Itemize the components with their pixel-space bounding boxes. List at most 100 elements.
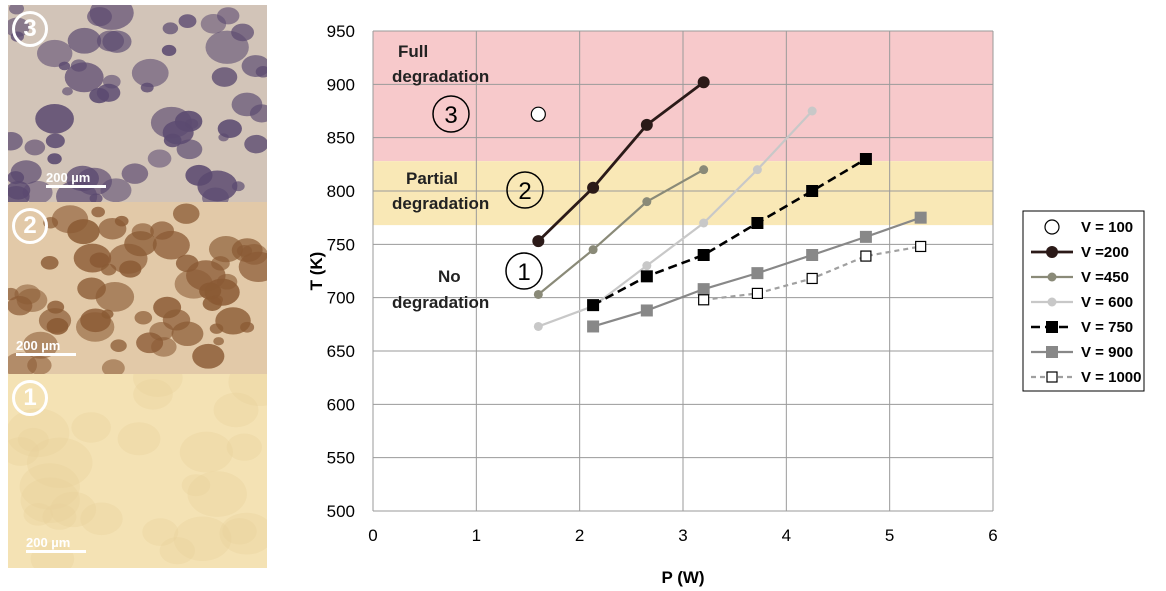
- y-tick-label: 800: [327, 182, 355, 201]
- data-point: [859, 230, 872, 243]
- micrograph-blob: [202, 187, 229, 202]
- data-point: [697, 76, 710, 89]
- micrograph-blob: [101, 359, 125, 374]
- series-line: [592, 157, 867, 307]
- data-point: [698, 294, 710, 306]
- data-point: [914, 211, 927, 224]
- scale-bar-label: 200 µm: [26, 535, 71, 550]
- x-tick-label: 3: [678, 526, 687, 545]
- micrograph-blob: [76, 167, 112, 196]
- micrograph-blob: [181, 474, 211, 497]
- micrograph-partial-degradation: 2 200 µm: [8, 202, 267, 374]
- micrograph-blob: [87, 7, 112, 27]
- scale-bar-label: 200 µm: [16, 338, 61, 353]
- micrograph-blob: [89, 193, 103, 202]
- data-series: [532, 76, 710, 248]
- x-tick-label: 4: [782, 526, 791, 545]
- micrograph-blob: [161, 44, 177, 57]
- data-point: [1046, 371, 1058, 383]
- micrograph-no-degradation: 1 200 µm: [8, 374, 267, 568]
- micrograph-blob: [8, 131, 23, 151]
- micrograph-blob: [8, 437, 40, 466]
- micrograph-blob: [19, 463, 80, 510]
- legend-item: V = 100: [1044, 219, 1133, 236]
- micrograph-blob: [22, 331, 58, 359]
- legend-label: V = 1000: [1081, 369, 1141, 386]
- y-tick-label: 700: [327, 289, 355, 308]
- y-tick-label: 750: [327, 235, 355, 254]
- micrograph-blob: [215, 307, 251, 335]
- scale-bar-label: 200 µm: [46, 170, 91, 185]
- micrograph-blob: [40, 255, 59, 270]
- micrograph-blob: [171, 321, 204, 347]
- micrograph-blob: [110, 339, 127, 353]
- micrograph-blob: [26, 437, 93, 488]
- data-point: [640, 118, 653, 131]
- legend-label: V = 600: [1081, 294, 1133, 311]
- micrograph-blob: [62, 87, 73, 96]
- series-line: [537, 168, 705, 296]
- y-tick-label: 950: [327, 22, 355, 41]
- data-point: [859, 153, 872, 165]
- data-point: [587, 299, 600, 312]
- micrograph-blob: [73, 243, 112, 273]
- data-point: [699, 165, 709, 175]
- micrograph-blob: [147, 149, 172, 168]
- data-point: [806, 249, 819, 261]
- legend-label: V = 900: [1081, 344, 1133, 361]
- micrograph-blob: [24, 139, 46, 156]
- data-point: [530, 106, 546, 122]
- data-point: [752, 165, 762, 175]
- micrograph-blob: [185, 164, 213, 186]
- micrograph-blob: [219, 512, 267, 555]
- micrograph-blob: [205, 30, 249, 64]
- x-tick-label: 5: [885, 526, 894, 545]
- scale-bar-line: [26, 550, 86, 553]
- data-point: [642, 261, 652, 271]
- data-point: [751, 287, 764, 299]
- micrograph-texture: [8, 374, 267, 568]
- micrograph-blob: [8, 408, 70, 458]
- x-tick-label: 6: [988, 526, 997, 545]
- micrograph-blob: [91, 206, 105, 218]
- micrograph-blob: [134, 310, 153, 325]
- micrograph-blob: [80, 502, 123, 536]
- scale-bar: 200 µm: [26, 535, 86, 553]
- scale-bar-line: [46, 185, 106, 188]
- data-point: [806, 185, 819, 197]
- micrograph-blob: [192, 343, 225, 369]
- data-point: [642, 197, 652, 207]
- data-point: [640, 304, 653, 317]
- data-point: [1046, 321, 1058, 333]
- micrograph-blob: [211, 67, 238, 87]
- micrograph-blob: [162, 22, 179, 35]
- micrograph-blob: [153, 296, 182, 319]
- micrograph-texture: [8, 202, 267, 374]
- data-point: [697, 249, 710, 261]
- region-number-circle: [506, 171, 544, 209]
- micrograph-blob: [114, 215, 129, 227]
- data-point: [1046, 246, 1058, 258]
- micrograph-blob: [213, 337, 224, 346]
- data-point: [1047, 272, 1057, 282]
- region-number: 3: [444, 102, 457, 129]
- micrograph-blob: [38, 308, 72, 333]
- micrograph-blob: [173, 516, 232, 561]
- micrograph-blob: [236, 245, 253, 257]
- micrograph-blob: [255, 66, 267, 78]
- data-point: [699, 218, 709, 228]
- legend-item: V = 600: [1031, 294, 1133, 311]
- legend-label: V =200: [1081, 244, 1129, 261]
- micrograph-blob: [64, 62, 104, 93]
- micrograph-blob: [133, 379, 173, 410]
- micrograph-blob: [162, 120, 194, 145]
- micrograph-blob: [187, 471, 247, 517]
- micrograph-blob: [244, 134, 267, 154]
- micrograph-blob: [45, 133, 65, 149]
- data-series: [587, 211, 927, 333]
- x-axis-label: P (W): [661, 568, 704, 587]
- micrograph-badge: 1: [12, 380, 48, 416]
- micrograph-blob: [159, 537, 196, 565]
- region-label: degradation: [392, 293, 489, 312]
- micrograph-blob: [58, 61, 71, 71]
